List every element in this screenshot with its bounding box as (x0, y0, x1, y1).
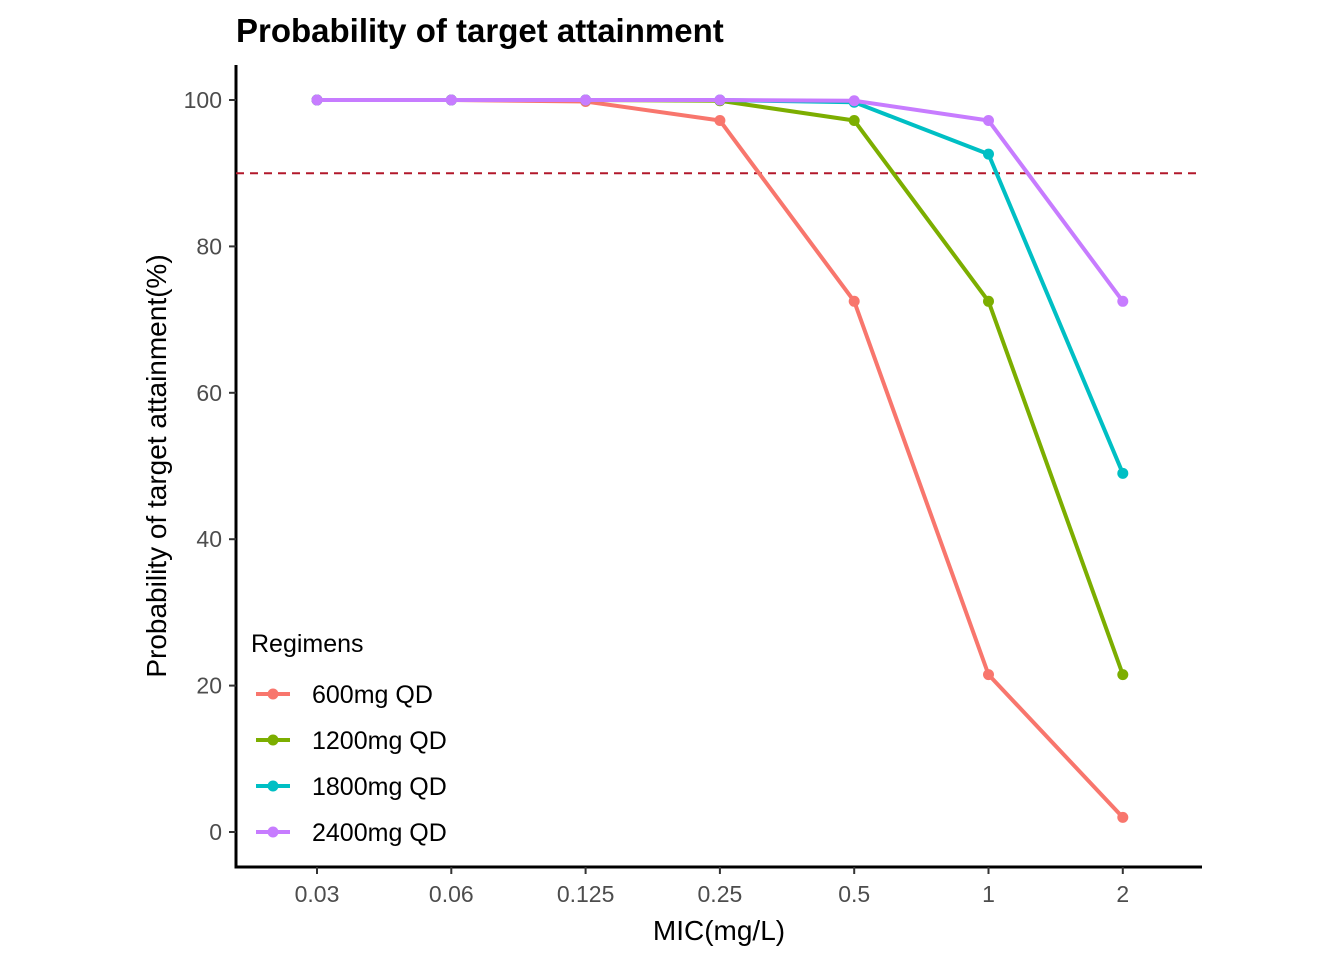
y-tick-label: 100 (184, 87, 222, 113)
legend-key-point (267, 688, 279, 700)
x-tick-label: 1 (982, 881, 995, 907)
data-point (983, 669, 994, 681)
data-point (1117, 467, 1129, 479)
data-point (983, 148, 994, 160)
data-point (983, 114, 994, 126)
legend-key-point (267, 734, 279, 746)
series-1200mg-qd (311, 94, 1129, 681)
series-2400mg-qd (311, 94, 1129, 307)
series-layer (311, 94, 1129, 823)
data-point (848, 295, 860, 307)
y-axis-title: Probability of target attainment(%) (141, 254, 172, 677)
series-600mg-qd (311, 94, 1129, 823)
legend-item: 1200mg QD (256, 727, 447, 755)
series-line (315, 98, 1125, 476)
data-point (1117, 669, 1129, 681)
legend-label: 1800mg QD (312, 773, 447, 801)
data-point (848, 95, 860, 107)
data-point (311, 94, 323, 106)
legend-item: 1800mg QD (256, 773, 447, 801)
data-point (714, 114, 726, 126)
legend-label: 600mg QD (312, 681, 433, 709)
legend: Regimens 600mg QD 1200mg QD 1800mg QD 2400m… (251, 630, 447, 847)
data-point (580, 94, 592, 106)
x-ticks: 0.03 0.06 0.125 0.25 0.5 1 2 (295, 867, 1129, 907)
y-tick-label: 60 (196, 380, 222, 406)
data-point (983, 295, 994, 307)
y-ticks: 0 20 40 60 80 100 (184, 87, 236, 845)
x-tick-label: 0.06 (429, 881, 474, 907)
legend-items: 600mg QD 1200mg QD 1800mg QD 2400mg QD (256, 681, 447, 847)
y-tick-label: 20 (196, 673, 222, 699)
x-tick-label: 0.125 (557, 881, 615, 907)
x-axis-title: MIC(mg/L) (653, 915, 785, 946)
legend-label: 2400mg QD (312, 819, 447, 847)
data-point (1117, 295, 1129, 307)
legend-item: 600mg QD (256, 681, 433, 709)
x-tick-label: 2 (1116, 881, 1129, 907)
y-tick-label: 80 (196, 233, 222, 259)
x-tick-label: 0.03 (295, 881, 340, 907)
x-tick-label: 0.25 (698, 881, 743, 907)
legend-item: 2400mg QD (256, 819, 447, 847)
legend-label: 1200mg QD (312, 727, 447, 755)
data-point (445, 94, 457, 106)
data-point (714, 94, 726, 106)
legend-key-point (267, 780, 279, 792)
series-1800mg-qd (311, 94, 1129, 479)
series-line (315, 98, 1125, 820)
axes (234, 65, 1202, 869)
legend-key-point (267, 826, 279, 838)
y-tick-label: 0 (209, 819, 222, 845)
series-line (315, 98, 1125, 304)
data-point (848, 114, 860, 126)
legend-title: Regimens (251, 630, 364, 658)
x-tick-label: 0.5 (838, 881, 870, 907)
chart-title: Probability of target attainment (236, 12, 724, 49)
data-point (1117, 811, 1129, 823)
y-tick-label: 40 (196, 526, 222, 552)
